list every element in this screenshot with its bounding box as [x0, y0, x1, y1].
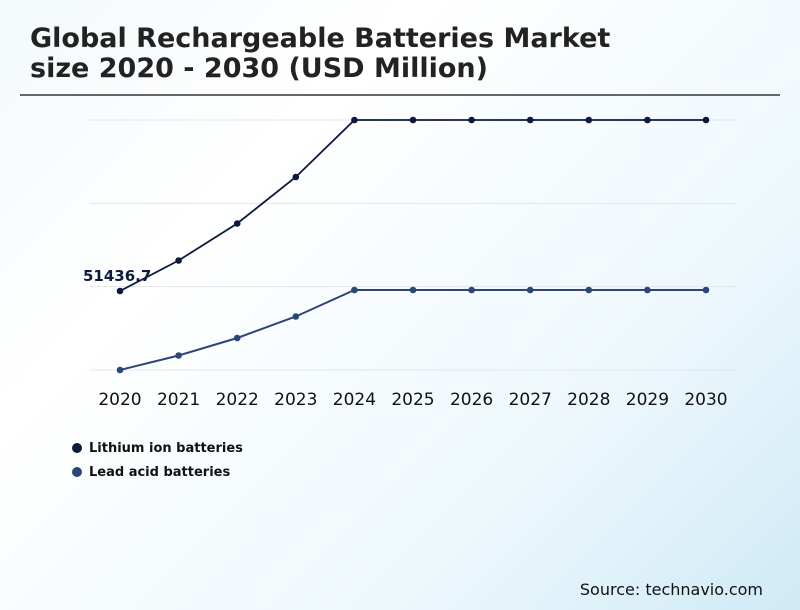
data-point: [175, 257, 182, 264]
data-point: [526, 116, 534, 124]
x-tick-label: 2028: [567, 390, 610, 410]
title-divider: [20, 94, 780, 96]
data-point: [644, 116, 651, 124]
title-line-1: Global Rechargeable Batteries Market: [30, 23, 611, 54]
series-line-1: [119, 289, 706, 371]
data-label: 51436.7: [83, 267, 151, 285]
data-point: [292, 313, 300, 320]
x-tick-label: 2022: [216, 390, 259, 410]
legend-label: Lead acid batteries: [89, 464, 231, 480]
chart-title: Global Rechargeable Batteries Market size…: [30, 24, 610, 84]
data-point: [468, 286, 475, 294]
x-tick-label: 2023: [274, 390, 317, 410]
data-point: [409, 286, 417, 294]
data-point: [233, 220, 241, 227]
x-tick-label: 2020: [98, 390, 141, 410]
x-tick-label: 2029: [626, 390, 669, 410]
source-note: Source: technavio.com: [579, 580, 763, 599]
data-point: [116, 287, 124, 295]
data-point: [585, 116, 593, 124]
data-point: [644, 286, 651, 294]
x-tick-label: 2021: [157, 390, 200, 410]
data-point: [702, 286, 710, 294]
x-tick-label: 2024: [333, 390, 376, 410]
data-point: [116, 366, 124, 374]
data-point: [702, 116, 710, 124]
data-point: [468, 116, 475, 124]
x-tick-label: 2025: [391, 390, 434, 410]
x-tick-label: 2027: [509, 390, 552, 410]
series-line-0: [119, 119, 706, 292]
data-point: [175, 352, 182, 359]
legend-marker-icon: [72, 443, 82, 453]
legend-label: Lithium ion batteries: [89, 440, 243, 456]
data-point: [292, 173, 300, 181]
legend-marker-icon: [72, 467, 82, 477]
data-point: [526, 286, 534, 294]
data-point: [351, 286, 358, 294]
legend-item-lithium: Lithium ion batteries: [72, 436, 243, 460]
data-point: [233, 334, 241, 342]
x-tick-label: 2026: [450, 390, 493, 410]
title-line-2: size 2020 - 2030 (USD Million): [30, 53, 488, 84]
data-point: [351, 116, 358, 124]
x-tick-label: 2030: [684, 390, 727, 410]
legend: Lithium ion batteries Lead acid batterie…: [72, 436, 243, 484]
legend-item-lead-acid: Lead acid batteries: [72, 460, 243, 484]
data-point: [585, 286, 593, 294]
data-point: [409, 116, 417, 124]
